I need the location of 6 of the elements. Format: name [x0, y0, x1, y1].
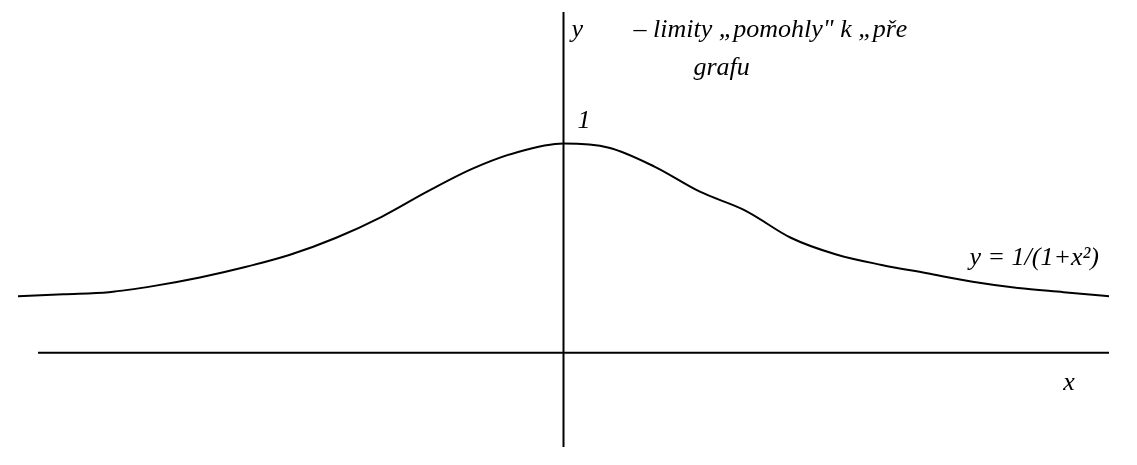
annotation: 1 — [577, 105, 591, 135]
x-axis-title: x — [1062, 366, 1076, 396]
y-axis-title: y — [568, 13, 584, 43]
text: grafu — [693, 51, 750, 81]
text: – limity „pomohly" k „pře — [632, 13, 908, 43]
annotation: y = 1/(1+x²) — [966, 242, 1099, 272]
